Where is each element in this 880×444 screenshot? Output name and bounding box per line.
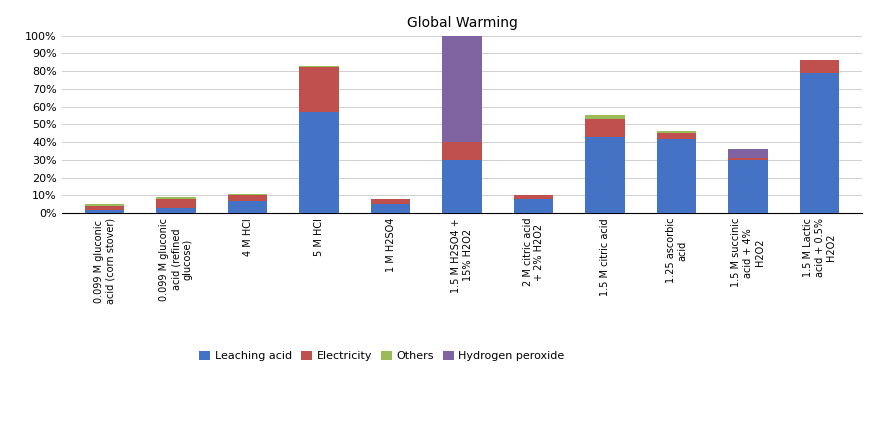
Bar [228, 201, 268, 213]
Bar [157, 199, 195, 208]
Bar [299, 66, 339, 67]
Bar [84, 204, 124, 206]
Bar [370, 204, 410, 213]
Bar [800, 60, 840, 73]
Bar [299, 67, 339, 112]
Bar [157, 197, 195, 199]
Bar [514, 199, 554, 213]
Bar [370, 199, 410, 204]
Title: Global Warming: Global Warming [407, 16, 517, 30]
Bar [299, 112, 339, 213]
Bar [443, 160, 481, 213]
Bar [656, 133, 696, 139]
Bar [443, 142, 481, 160]
Bar [729, 160, 767, 213]
Bar [228, 194, 268, 195]
Legend: Leaching acid, Electricity, Others, Hydrogen peroxide: Leaching acid, Electricity, Others, Hydr… [194, 347, 569, 366]
Bar [656, 139, 696, 213]
Bar [656, 131, 696, 133]
Bar [514, 195, 554, 199]
Bar [157, 208, 195, 213]
Bar [585, 119, 625, 137]
Bar [228, 195, 268, 201]
Bar [729, 149, 767, 158]
Bar [443, 36, 481, 142]
Bar [729, 158, 767, 160]
Bar [800, 73, 840, 213]
Bar [84, 210, 124, 213]
Bar [585, 115, 625, 119]
Bar [84, 206, 124, 210]
Bar [585, 137, 625, 213]
